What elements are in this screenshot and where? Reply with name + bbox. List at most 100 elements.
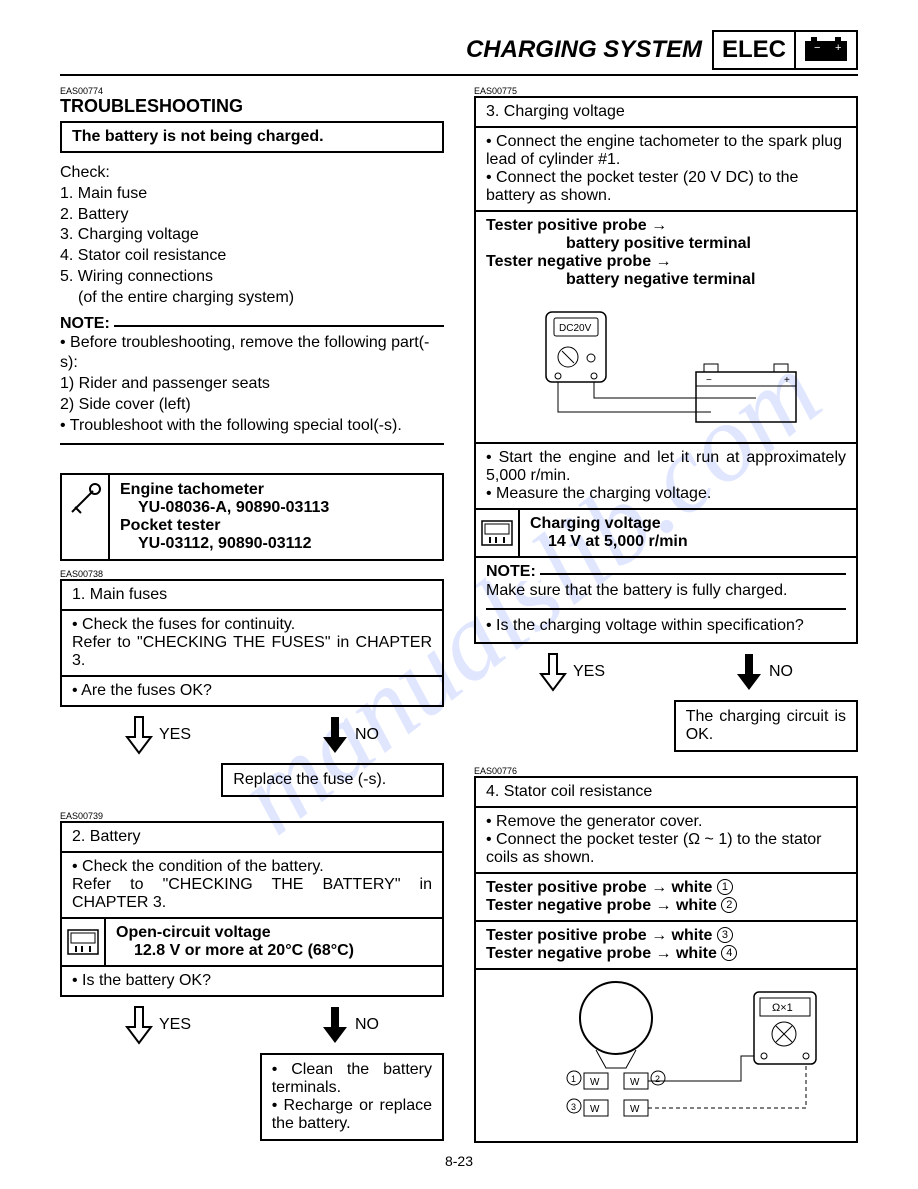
header-title: CHARGING SYSTEM	[466, 36, 702, 64]
arrow-down-solid-icon	[321, 1005, 349, 1045]
step3-title: 3. Charging voltage	[476, 98, 856, 128]
probe-line: Tester positive probe → white 1	[486, 879, 846, 897]
svg-text:−: −	[814, 42, 820, 54]
note-line: • Troubleshoot with the following specia…	[60, 416, 444, 437]
check-item: 3. Charging voltage	[60, 225, 444, 246]
no-label: NO	[769, 663, 793, 681]
step3-yes-result: The charging circuit is OK.	[674, 700, 858, 752]
tool-partnum: YU-03112, 90890-03112	[120, 535, 329, 553]
battery-icon: − +	[796, 32, 856, 68]
tool-box: Engine tachometer YU-08036-A, 90890-0311…	[60, 473, 444, 561]
spec-title: Open-circuit voltage	[116, 924, 354, 942]
elec-label: ELEC	[714, 32, 796, 68]
step3-question: • Is the charging voltage within specifi…	[486, 616, 846, 637]
check-item: 4. Stator coil resistance	[60, 246, 444, 267]
note-text: Make sure that the battery is fully char…	[486, 581, 846, 602]
spec-value: 12.8 V or more at 20°C (68°C)	[116, 942, 354, 960]
note-line: 2) Side cover (left)	[60, 395, 444, 416]
decision-row: YES NO	[60, 1005, 444, 1045]
svg-text:+: +	[835, 42, 841, 54]
left-column: EAS00774 TROUBLESHOOTING The battery is …	[60, 86, 444, 1143]
probe-line: Tester negative probe → white 2	[486, 897, 846, 915]
tool-partnum: YU-08036-A, 90890-03113	[120, 499, 329, 517]
step3-bullet: • Measure the charging voltage.	[486, 485, 846, 503]
meter-icon	[476, 510, 520, 556]
step2-body: • Check the condition of the battery. Re…	[62, 853, 442, 917]
meter-icon	[62, 919, 106, 965]
check-list: Check: 1. Main fuse 2. Battery 3. Chargi…	[60, 163, 444, 309]
spec-value: 14 V at 5,000 r/min	[530, 533, 688, 551]
tool-name: Engine tachometer	[120, 481, 329, 499]
elec-box: ELEC − +	[712, 30, 858, 70]
step4-title: 4. Stator coil resistance	[476, 778, 856, 808]
svg-text:W: W	[590, 1104, 600, 1115]
step2-box: 2. Battery • Check the condition of the …	[60, 821, 444, 997]
step1-title: 1. Main fuses	[62, 581, 442, 611]
spec-title: Charging voltage	[530, 515, 688, 533]
arrow-down-solid-icon	[735, 652, 763, 692]
step1-no-result: Replace the fuse (-s).	[221, 763, 444, 797]
yes-label: YES	[573, 663, 605, 681]
tester-diagram: DC20V − +	[476, 294, 856, 444]
decision-row: YES NO	[60, 715, 444, 755]
svg-text:W: W	[630, 1104, 640, 1115]
dc-label: DC20V	[559, 323, 592, 334]
svg-text:1: 1	[571, 1074, 576, 1084]
page-header: CHARGING SYSTEM ELEC − +	[60, 30, 858, 76]
arrow-down-outline-icon	[539, 652, 567, 692]
step2-question: • Is the battery OK?	[62, 967, 442, 995]
probe-line: Tester positive probe → white 3	[486, 927, 846, 945]
svg-text:−: −	[706, 375, 712, 386]
svg-text:+: +	[784, 375, 790, 386]
eas-code: EAS00775	[474, 86, 858, 96]
probe-pos: Tester positive probe →	[486, 217, 846, 235]
probe-line: Tester negative probe → white 4	[486, 945, 846, 963]
wrench-icon	[62, 475, 110, 559]
no-label: NO	[355, 1016, 379, 1034]
eas-code: EAS00738	[60, 569, 444, 579]
note-line: • Before troubleshooting, remove the fol…	[60, 333, 444, 375]
right-column: EAS00775 3. Charging voltage • Connect t…	[474, 86, 858, 1143]
step2-title: 2. Battery	[62, 823, 442, 853]
check-item: 2. Battery	[60, 205, 444, 226]
svg-text:Ω×1: Ω×1	[772, 1002, 793, 1014]
step2-no-result: • Clean the battery terminals. • Recharg…	[260, 1053, 444, 1141]
problem-box: The battery is not being charged.	[60, 121, 444, 153]
step3-bullet: • Connect the engine tachometer to the s…	[486, 133, 846, 169]
probe-neg-val: battery negative terminal	[486, 271, 846, 289]
svg-text:3: 3	[571, 1102, 576, 1112]
arrow-down-outline-icon	[125, 1005, 153, 1045]
tool-name: Pocket tester	[120, 517, 329, 535]
svg-text:2: 2	[655, 1074, 660, 1084]
note-line: 1) Rider and passenger seats	[60, 374, 444, 395]
stator-diagram: W W W W 1 2 3 Ω×1	[476, 970, 856, 1141]
eas-code: EAS00774	[60, 86, 444, 96]
step1-body: • Check the fuses for continuity. Refer …	[62, 611, 442, 677]
no-label: NO	[355, 726, 379, 744]
yes-label: YES	[159, 726, 191, 744]
svg-text:W: W	[630, 1077, 640, 1088]
arrow-down-solid-icon	[321, 715, 349, 755]
check-sub: (of the entire charging system)	[60, 288, 444, 309]
probe-neg: Tester negative probe →	[486, 253, 846, 271]
step3-bullet: • Start the engine and let it run at app…	[486, 449, 846, 485]
note-label: NOTE:	[60, 315, 114, 333]
step4-bullet: • Remove the generator cover.	[486, 813, 846, 831]
eas-code: EAS00739	[60, 811, 444, 821]
step1-box: 1. Main fuses • Check the fuses for cont…	[60, 579, 444, 707]
step3-box: 3. Charging voltage • Connect the engine…	[474, 96, 858, 644]
note-label: NOTE:	[486, 563, 540, 581]
probe-pos-val: battery positive terminal	[486, 235, 846, 253]
troubleshooting-heading: TROUBLESHOOTING	[60, 96, 444, 117]
step4-box: 4. Stator coil resistance • Remove the g…	[474, 776, 858, 1143]
check-item: 1. Main fuse	[60, 184, 444, 205]
note-body: • Before troubleshooting, remove the fol…	[60, 333, 444, 437]
check-item: 5. Wiring connections	[60, 267, 444, 288]
arrow-down-outline-icon	[125, 715, 153, 755]
step3-bullet: • Connect the pocket tester (20 V DC) to…	[486, 169, 846, 205]
step1-question: • Are the fuses OK?	[62, 677, 442, 705]
check-label: Check:	[60, 163, 444, 184]
svg-text:W: W	[590, 1077, 600, 1088]
eas-code: EAS00776	[474, 766, 858, 776]
yes-label: YES	[159, 1016, 191, 1034]
